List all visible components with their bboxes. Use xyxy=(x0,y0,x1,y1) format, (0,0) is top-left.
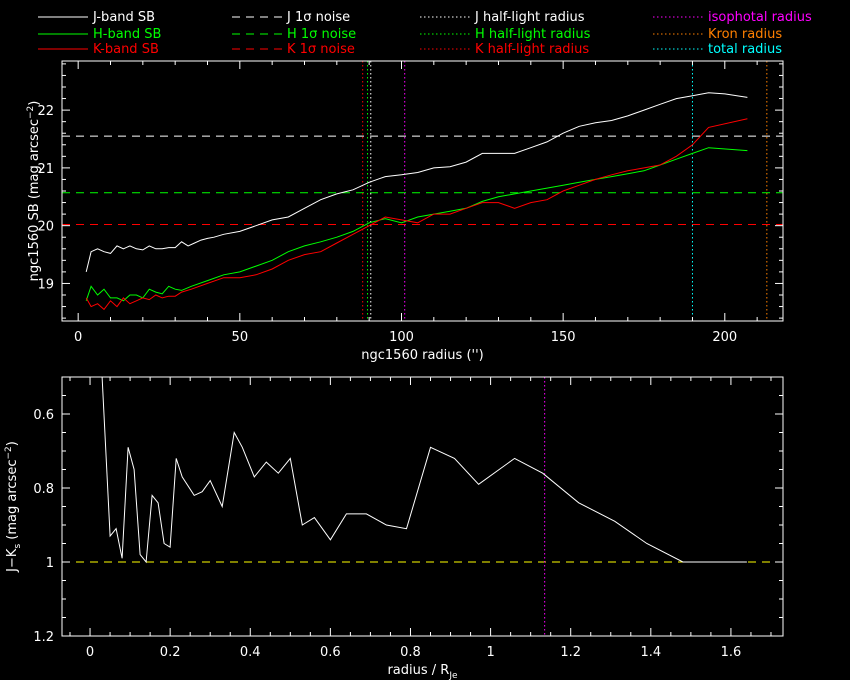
surface-brightness-panel: 0 50 100 150 200 19 20 21 22 ngc1560 radius ('')… xyxy=(26,60,784,363)
color-profile-ticks: 0 0.2 0.4 0.6 0.8 1 1.2 1.4 1.6 0.6 0.8 1 1.2 xyxy=(33,376,783,660)
surface-brightness-ticks: 0 50 100 150 200 19 20 21 22 xyxy=(37,61,783,345)
top-x-tick-label: 150 xyxy=(551,330,576,345)
surface-brightness-marks xyxy=(62,61,783,321)
color-profile-plot-frame xyxy=(61,376,784,637)
legend: J-band SB H-band SBK-band SB J 1σ noise H 1… xyxy=(38,10,812,57)
surface-brightness-y-axis-label: ngc1560 SB (mag arcsec−2) xyxy=(26,101,42,282)
bot-x-tick-label: 0.2 xyxy=(160,645,181,660)
bot-x-tick-label: 0.4 xyxy=(240,645,261,660)
color-profile-y-axis-label: J−Ks (mag arcsec−2) xyxy=(4,441,23,573)
surface-brightness-x-axis-label: ngc1560 radius ('') xyxy=(361,348,483,363)
top-y-tick-label: 21 xyxy=(37,162,54,177)
color-profile-y-axis-label-main: J−K xyxy=(5,548,20,573)
legend-label-4: H 1σ noise xyxy=(287,27,356,42)
legend-label-0: J-band SB xyxy=(92,10,155,25)
surface-brightness-plot-frame xyxy=(61,60,784,322)
bot-x-tick-label: 1.6 xyxy=(721,645,742,660)
color-profile-marks xyxy=(62,377,783,636)
bot-x-tick-label: 0.8 xyxy=(400,645,421,660)
legend-label-5: K 1σ noise xyxy=(287,42,355,57)
bot-x-tick-label: 0.6 xyxy=(320,645,341,660)
color-profile-x-axis-label-subscript: Je xyxy=(448,671,458,680)
legend-label-7: H half-light radius xyxy=(475,27,591,42)
color-profile-x-axis-label-main: radius / R xyxy=(387,663,449,678)
surface-brightness-y-axis-label-main: ngc1560 SB (mag arcsec xyxy=(27,119,42,281)
legend-label-10: Kron radius xyxy=(708,27,782,42)
bot-x-tick-label: 1.2 xyxy=(560,645,581,660)
bot-y-tick-label: 1 xyxy=(46,556,54,571)
bot-y-tick-label: 1.2 xyxy=(33,630,54,645)
bot-series-line-0 xyxy=(101,377,747,564)
legend-label-2: K-band SB xyxy=(93,42,159,57)
bot-x-tick-label: 1 xyxy=(486,645,494,660)
bot-x-tick-label: 0 xyxy=(86,645,94,660)
legend-label-8: K half-light radius xyxy=(475,42,589,57)
legend-label-9: isophotal radius xyxy=(708,10,812,25)
color-profile-panel: 0 0.2 0.4 0.6 0.8 1 1.2 1.4 1.6 0.6 0.8 1 1.2 radius… xyxy=(4,376,784,680)
surface-brightness-y-axis-label-close: ) xyxy=(27,101,42,106)
top-x-tick-label: 100 xyxy=(389,330,414,345)
top-y-tick-label: 20 xyxy=(37,220,54,235)
bot-x-tick-label: 1.4 xyxy=(640,645,661,660)
legend-label-6: J half-light radius xyxy=(474,10,585,25)
bot-y-tick-label: 0.6 xyxy=(33,408,54,423)
top-plot-area xyxy=(62,61,783,321)
top-x-tick-label: 0 xyxy=(74,330,82,345)
bot-plot-area xyxy=(62,377,783,636)
color-profile-y-axis-label-close: ) xyxy=(5,441,20,446)
legend-label-11: total radius xyxy=(708,42,782,57)
color-profile-x-axis-label: radius / RJe xyxy=(387,663,458,680)
bot-y-tick-label: 0.8 xyxy=(33,482,54,497)
top-y-tick-label: 19 xyxy=(37,277,54,292)
color-profile-y-axis-label-rest: (mag arcsec xyxy=(5,460,20,544)
top-y-tick-label: 22 xyxy=(37,104,54,119)
top-x-tick-label: 200 xyxy=(712,330,737,345)
color-profile-y-axis-label-subscript: s xyxy=(13,544,23,549)
legend-label-3: J 1σ noise xyxy=(286,10,350,25)
top-x-tick-label: 50 xyxy=(232,330,249,345)
top-series-line-0 xyxy=(85,92,748,273)
top-series-line-2 xyxy=(85,118,748,311)
color-profile-y-axis-label-superscript: −2 xyxy=(4,446,14,459)
legend-label-1: H-band SB xyxy=(93,27,161,42)
surface-brightness-y-axis-label-superscript: −2 xyxy=(26,106,36,119)
